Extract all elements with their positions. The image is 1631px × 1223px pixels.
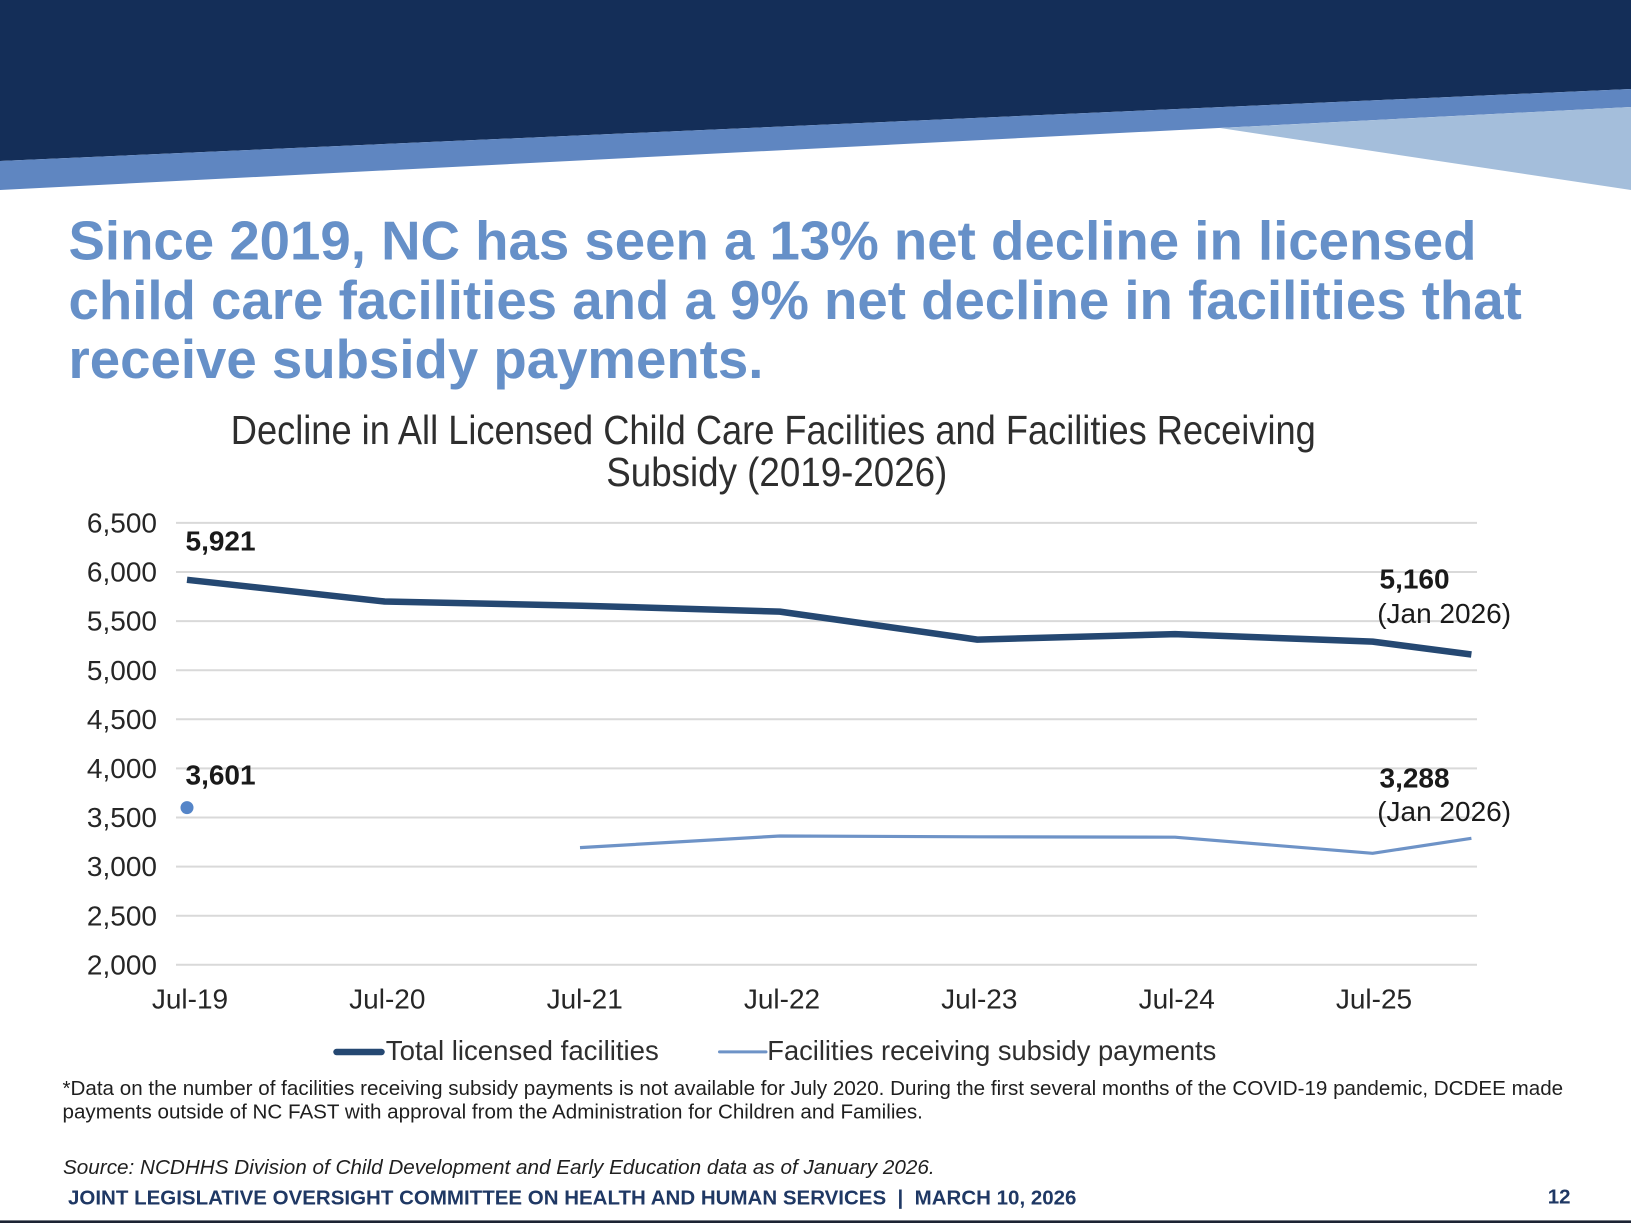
svg-text:5,921: 5,921 [186,526,256,557]
svg-text:(Jan 2026): (Jan 2026) [1377,796,1511,827]
svg-text:child care facilities and a 9%: child care facilities and a 9% net decli… [69,270,1522,331]
svg-text:6,000: 6,000 [87,557,157,588]
svg-text:JOINT LEGISLATIVE OVERSIGHT CO: JOINT LEGISLATIVE OVERSIGHT COMMITTEE ON… [68,1187,1076,1210]
svg-text:Jul-19: Jul-19 [152,984,228,1015]
svg-text:receive subsidy payments.: receive subsidy payments. [69,329,764,390]
svg-text:Jul-22: Jul-22 [744,984,820,1015]
svg-text:Jul-20: Jul-20 [349,984,425,1015]
svg-text:*Data on the number of facilit: *Data on the number of facilities receiv… [63,1077,1564,1100]
svg-text:3,000: 3,000 [87,851,157,882]
svg-text:5,160: 5,160 [1380,563,1450,594]
svg-text:5,000: 5,000 [87,655,157,686]
svg-text:Decline in All Licensed Child: Decline in All Licensed Child Care Facil… [231,407,1316,453]
svg-text:Total licensed facilities: Total licensed facilities [386,1035,659,1066]
svg-text:(Jan 2026): (Jan 2026) [1377,598,1511,629]
svg-text:Source: NCDHHS Division of Chi: Source: NCDHHS Division of Child Develop… [63,1156,935,1179]
svg-text:3,601: 3,601 [186,760,256,791]
svg-text:payments outside of NC FAST wi: payments outside of NC FAST with approva… [63,1100,923,1123]
svg-text:Subsidy (2019-2026): Subsidy (2019-2026) [606,449,947,495]
svg-text:3,288: 3,288 [1380,762,1450,793]
svg-text:Jul-25: Jul-25 [1336,984,1412,1015]
svg-text:Since 2019, NC has seen a 13%: Since 2019, NC has seen a 13% net declin… [69,211,1477,272]
svg-text:Jul-23: Jul-23 [941,984,1017,1015]
svg-text:Jul-21: Jul-21 [547,984,623,1015]
svg-text:4,000: 4,000 [87,753,157,784]
svg-text:Jul-24: Jul-24 [1139,984,1215,1015]
svg-text:4,500: 4,500 [87,704,157,735]
svg-text:6,500: 6,500 [87,508,157,539]
svg-text:2,000: 2,000 [87,949,157,980]
svg-text:Facilities receiving subsidy p: Facilities receiving subsidy payments [767,1035,1216,1066]
svg-text:5,500: 5,500 [87,606,157,637]
svg-text:3,500: 3,500 [87,802,157,833]
svg-text:2,500: 2,500 [87,900,157,931]
svg-text:12: 12 [1548,1186,1571,1209]
